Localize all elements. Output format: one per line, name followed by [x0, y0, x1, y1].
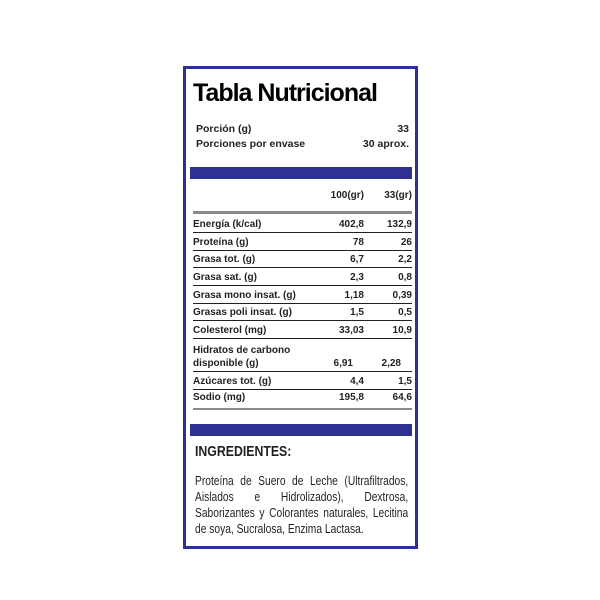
value-per-serving: 1,5 [398, 375, 412, 387]
divider-bar-bottom [190, 424, 412, 436]
value-per-serving: 26 [400, 236, 412, 248]
value-per-100g: 6,91 [333, 358, 353, 370]
column-header-100g: 100(gr) [330, 190, 364, 201]
value-per-100g: 2,3 [350, 272, 364, 284]
nutrient-row: Energía (k/cal) 402,8 132,9 [193, 214, 412, 233]
value-per-100g: 402,8 [338, 219, 364, 230]
value-per-100g: 6,7 [350, 254, 364, 266]
portion-value: 33 [397, 123, 409, 135]
nutrition-label: Tabla Nutricional Porción (g) 33 Porcion… [183, 66, 418, 549]
nutrient-row: Grasa sat. (g) 2,3 0,8 [193, 268, 412, 287]
nutrient-row: Hidratos de carbono disponible (g) 6,91 2,… [193, 339, 412, 373]
value-per-serving: 0,39 [392, 289, 412, 301]
value-per-100g: 78 [352, 236, 364, 248]
nutrient-name: Energía (k/cal) [193, 219, 262, 230]
nutrient-row: Sodio (mg) 195,8 64,6 [193, 390, 412, 410]
value-per-100g: 1,18 [344, 289, 364, 301]
nutrient-name: Proteína (g) [193, 236, 249, 248]
nutrient-name: Colesterol (mg) [193, 325, 267, 337]
value-per-100g: 4,4 [350, 375, 364, 387]
value-per-100g: 195,8 [338, 391, 364, 403]
value-per-serving: 2,2 [398, 254, 412, 266]
ingredients-heading: INGREDIENTES: [195, 443, 292, 460]
portion-label: Porción (g) [196, 123, 252, 135]
label-title: Tabla Nutricional [193, 79, 378, 107]
column-header-serving: 33(gr) [384, 190, 412, 201]
nutrient-name: Hidratos de carbono disponible (g) [193, 345, 291, 370]
value-per-serving: 0,5 [398, 307, 412, 319]
value-per-100g: 33,03 [338, 325, 364, 337]
nutrient-table: Energía (k/cal) 402,8 132,9 Proteína (g) 78 2… [193, 211, 412, 410]
nutrient-row: Proteína (g) 78 26 [193, 233, 412, 251]
ingredients-text: Proteína de Suero de Leche (Ultrafiltrad… [195, 474, 409, 536]
value-per-serving: 64,6 [392, 391, 412, 403]
nutrient-name: Grasa sat. (g) [193, 272, 257, 284]
nutrient-row: Azúcares tot. (g) 4,4 1,5 [193, 372, 412, 390]
nutrient-name: Grasa tot. (g) [193, 254, 256, 266]
value-per-100g: 1,5 [350, 307, 364, 319]
nutrient-row: Grasa mono insat. (g) 1,18 0,39 [193, 286, 412, 304]
nutrient-row: Grasa tot. (g) 6,7 2,2 [193, 251, 412, 269]
value-per-serving: 10,9 [392, 325, 412, 337]
nutrient-name: Grasa mono insat. (g) [193, 289, 296, 301]
divider-bar-top [190, 167, 412, 179]
portion-row: Porción (g) 33 [196, 123, 409, 136]
nutrient-name: Azúcares tot. (g) [193, 375, 272, 387]
value-per-serving: 132,9 [386, 219, 412, 230]
nutrient-row: Colesterol (mg) 33,03 10,9 [193, 321, 412, 340]
portions-per-pack-value: 30 aprox. [362, 138, 409, 150]
portions-per-pack-row: Porciones por envase 30 aprox. [196, 138, 409, 151]
value-per-serving: 2,28 [381, 358, 401, 370]
portions-per-pack-label: Porciones por envase [196, 138, 306, 150]
nutrient-name: Sodio (mg) [193, 391, 246, 403]
nutrient-name: Grasas poli insat. (g) [193, 307, 292, 319]
value-per-serving: 0,8 [398, 272, 412, 284]
nutrient-row: Grasas poli insat. (g) 1,5 0,5 [193, 304, 412, 322]
